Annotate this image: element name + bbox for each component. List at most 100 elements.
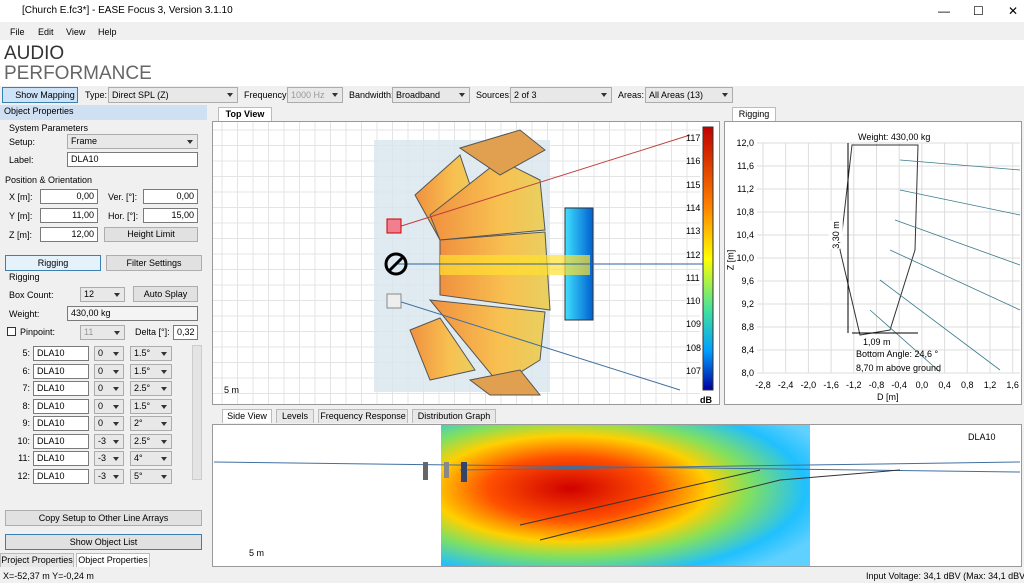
row-value-select[interactable]: -3 [94,468,124,484]
d-tick-label: -1,2 [846,380,862,390]
window-control[interactable]: ✕ [1008,4,1019,18]
hor-input[interactable]: 15,00 [143,208,198,223]
row-value-select[interactable]: -3 [94,451,124,466]
row-type-input[interactable]: DLA10 [33,363,89,379]
weight-input[interactable]: 430,00 kg [67,306,198,321]
colorbar-label: 109 [686,319,702,330]
tab[interactable]: Object Properties [76,553,150,567]
row-index: 12: [17,470,30,481]
window-control[interactable]: ☐ [973,4,984,18]
label: Setup: [9,137,36,147]
row-angle-select[interactable]: 1.5° [130,363,172,379]
x-input[interactable]: 0,00 [40,189,98,204]
colorbar-label: 117 [686,133,701,143]
ver-input[interactable]: 0,00 [143,189,198,204]
tab[interactable]: Side View [222,409,272,423]
title-bar [0,0,1024,22]
label: Box Count: [9,290,54,300]
label: Label: [9,155,34,165]
colorbar-unit: dB [700,395,712,405]
window-control[interactable]: — [938,4,950,18]
label: Ver. [°]: [108,192,138,202]
row-value-select[interactable]: 0 [94,346,124,361]
d-tick-label: -2,8 [755,380,771,390]
row-type-input[interactable]: DLA10 [33,398,89,414]
colorbar-label: 115 [686,179,701,190]
label: Z [m]: [9,230,32,240]
z-tick-label: 10,8 [736,207,754,217]
label: Weight: [9,309,40,319]
label: Frequency: [244,90,290,100]
d-tick-label: 0,4 [938,380,951,390]
section-title: Rigging [9,272,40,282]
z-tick-label: 11,2 [737,184,754,194]
section-title: System Parameters [9,123,89,133]
z-tick-label: 9,2 [741,299,754,309]
show-object-list-button[interactable]: Show Object List [5,534,202,550]
height-limit-button[interactable]: Height Limit [104,227,198,242]
scrollbar[interactable] [192,345,202,480]
row-index: 11: [18,453,30,463]
row-angle-select[interactable]: 4° [130,451,172,466]
row-type-input[interactable]: DLA10 [33,381,89,396]
row-angle-select[interactable]: 2.5° [130,433,172,449]
tab[interactable]: Levels [276,409,314,423]
auto-splay-button[interactable]: Auto Splay [133,286,198,302]
row-type-input[interactable]: DLA10 [33,346,89,361]
scale-label: 5 m [224,385,240,395]
section-title: Position & Orientation [5,175,93,185]
tab[interactable]: Frequency Response [318,409,408,423]
menu-item: View [66,27,86,37]
row-angle-select[interactable]: 1.5° [130,346,172,361]
pinpoint-select[interactable]: 11 [80,325,125,340]
colorbar-label: 110 [686,296,701,307]
frequency-select[interactable]: 1000 Hz [287,87,343,103]
row-value-select[interactable]: 0 [94,363,124,379]
row-angle-select[interactable]: 2° [130,416,172,431]
row-value-select[interactable]: 0 [94,398,124,414]
show-mapping-button[interactable]: Show Mapping [2,87,78,103]
sources-select[interactable]: 2 of 3 [510,87,612,103]
filter-settings-button[interactable]: Filter Settings [106,255,202,271]
logo-text: AUDIO [4,43,65,64]
row-value-select[interactable]: -3 [94,433,124,449]
panel-header: Object Properties [0,105,207,120]
areas-select[interactable]: All Areas (13) [645,87,733,103]
tab[interactable]: Project Properties [0,553,74,567]
d-tick-label: 1,6 [1006,380,1019,390]
copy-setup-button[interactable]: Copy Setup to Other Line Arrays [5,510,202,526]
angle-label: Bottom Angle: 24,6 ° [856,349,939,359]
label: Areas: [618,90,645,100]
y-input[interactable]: 11,00 [40,208,98,223]
colorbar-label: 112 [686,249,701,260]
row-index: 6: [22,365,30,376]
row-angle-select[interactable]: 5° [130,468,172,484]
d-tick-label: 0,8 [961,380,974,390]
z-input[interactable]: 12,00 [40,227,98,242]
row-angle-select[interactable]: 1.5° [130,398,172,414]
bandwidth-select[interactable]: Broadband [392,87,470,103]
scale-label: 5 m [249,548,265,558]
row-value-select[interactable]: 0 [94,416,124,431]
row-value-select[interactable]: 0 [94,381,124,396]
row-angle-select[interactable]: 2.5° [130,381,172,396]
tab[interactable]: Top View [218,107,272,121]
status-coords: X=-52,37 m Y=-0,24 m [3,571,94,581]
logo-bar [0,40,1024,86]
rigging-button[interactable]: Rigging [5,255,101,271]
z-tick-label: 11,6 [737,161,754,171]
pinpoint-checkbox[interactable] [7,327,16,336]
setup-select[interactable]: Frame [67,134,198,149]
row-type-input[interactable]: DLA10 [33,451,89,466]
delta-input[interactable]: 0,32 [173,325,198,340]
label-input[interactable]: DLA10 [67,152,198,167]
type-select[interactable]: Direct SPL (Z) [108,87,238,103]
z-tick-label: 12,0 [736,138,754,148]
tab[interactable]: Distribution Graph [412,409,496,423]
row-type-input[interactable]: DLA10 [33,416,89,431]
tab[interactable]: Rigging [732,107,776,121]
box-count-select[interactable]: 12 [80,287,125,302]
row-type-input[interactable]: DLA10 [33,433,89,449]
row-type-input[interactable]: DLA10 [33,468,89,484]
